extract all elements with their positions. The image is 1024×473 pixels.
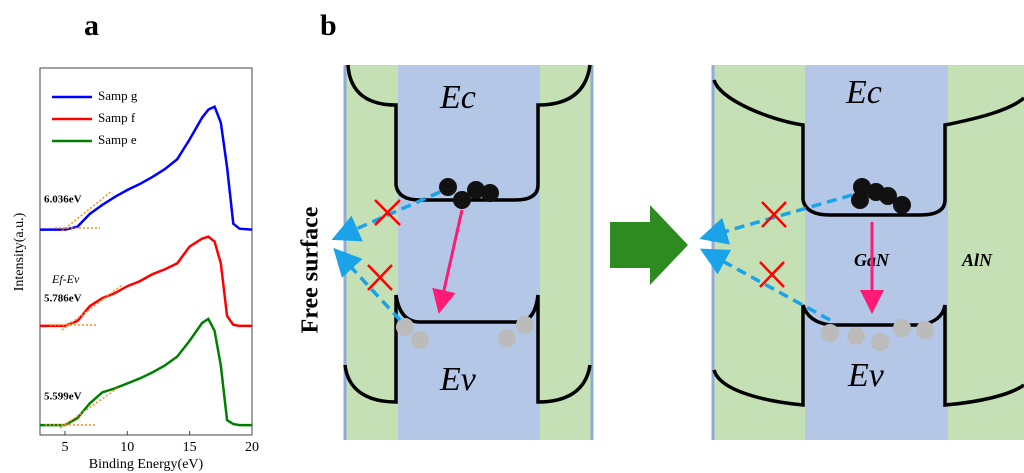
ev-label: Ev <box>847 357 885 394</box>
figure: a b 5 10 15 20 Samp g Samp f Samp e 6.036eV Ef… <box>0 0 1024 473</box>
x-tick-label: 15 <box>183 440 197 455</box>
series-line <box>40 319 252 425</box>
x-axis-label: Binding Energy(eV) <box>89 457 204 472</box>
ev-label: Ev <box>439 361 477 398</box>
annotation: 6.036eV <box>44 194 82 206</box>
legend-label: Samp g <box>98 88 138 103</box>
x-tick-label: 10 <box>120 440 134 455</box>
transition-arrow <box>610 205 688 285</box>
annotation: Ef-Ev <box>51 272 80 286</box>
ec-label: Ec <box>845 74 882 111</box>
series-line <box>40 107 252 230</box>
free-surface-label: Free surface <box>298 206 324 333</box>
legend-label: Samp e <box>98 132 137 147</box>
x-tick-label: 20 <box>245 440 259 455</box>
ec-label: Ec <box>439 79 476 116</box>
aln-label: AlN <box>961 250 993 270</box>
x-tick-label: 5 <box>61 440 68 455</box>
annotation: 5.599eV <box>44 391 82 403</box>
legend-label: Samp f <box>98 110 136 125</box>
panel-label: b <box>320 9 337 42</box>
panel-label: a <box>84 9 99 42</box>
y-axis-label: Intensity(a.u.) <box>12 212 27 291</box>
annotation: 5.786eV <box>44 293 82 305</box>
